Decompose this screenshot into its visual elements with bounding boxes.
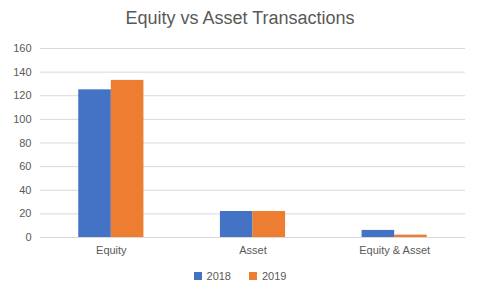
html-text:2019: 2019 xyxy=(262,270,287,282)
svg-text:40: 40 xyxy=(19,184,31,196)
svg-text:140: 140 xyxy=(13,66,31,78)
svg-text:Asset: Asset xyxy=(239,244,267,256)
svg-text:0: 0 xyxy=(25,231,31,243)
svg-text:Equity: Equity xyxy=(96,244,127,256)
svg-text:100: 100 xyxy=(13,113,31,125)
html-text:Equity vs Asset Transactions: Equity vs Asset Transactions xyxy=(125,8,355,28)
html-text:2018: 2018 xyxy=(206,270,231,282)
svg-text:120: 120 xyxy=(13,89,31,101)
svg-text:80: 80 xyxy=(19,137,31,149)
svg-text:Equity & Asset: Equity & Asset xyxy=(359,244,430,256)
svg-text:60: 60 xyxy=(19,160,31,172)
svg-text:20: 20 xyxy=(19,207,31,219)
svg-text:160: 160 xyxy=(13,42,31,54)
